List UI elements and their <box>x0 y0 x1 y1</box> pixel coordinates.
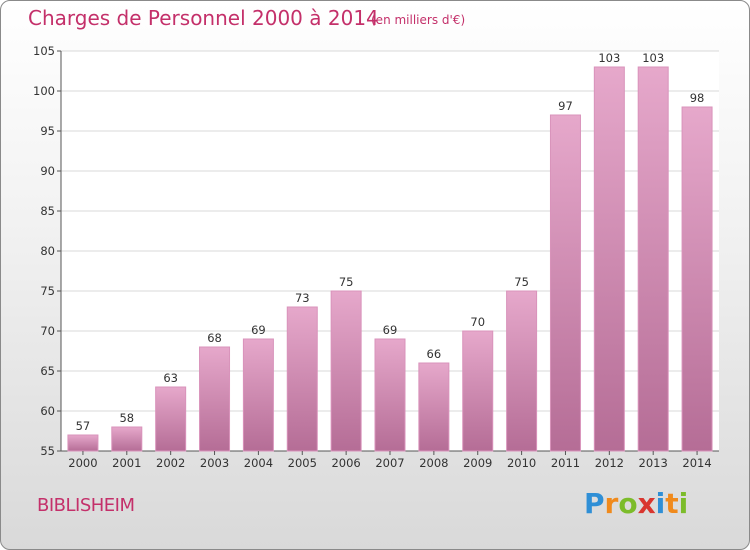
data-label: 75 <box>339 275 354 289</box>
logo-letter: i <box>678 487 689 520</box>
data-label: 63 <box>163 371 178 385</box>
bar-2005 <box>286 306 318 452</box>
bar-2014 <box>681 106 713 452</box>
bar-2009 <box>462 330 494 452</box>
data-label: 69 <box>383 323 398 337</box>
commune-name: BIBLISHEIM <box>37 495 135 516</box>
bar-2011 <box>549 114 581 452</box>
data-label: 68 <box>207 331 222 345</box>
x-tick-label: 2002 <box>156 456 185 470</box>
logo-letter: t <box>665 487 679 520</box>
chart-title: Charges de Personnel 2000 à 2014 <box>28 6 379 30</box>
x-tick-label: 2012 <box>595 456 624 470</box>
data-label: 103 <box>598 51 620 65</box>
y-tick-label: 100 <box>33 84 55 98</box>
bar-2002 <box>155 386 187 452</box>
bar-2001 <box>111 426 143 452</box>
x-tick-label: 2001 <box>112 456 141 470</box>
y-tick-label: 80 <box>40 244 55 258</box>
logo-letter: r <box>604 487 619 520</box>
x-tick-label: 2007 <box>375 456 404 470</box>
x-tick-label: 2000 <box>68 456 97 470</box>
y-tick-label: 95 <box>40 124 55 138</box>
y-tick-label: 70 <box>40 324 55 338</box>
bar-2006 <box>330 290 362 452</box>
x-tick-label: 2008 <box>419 456 448 470</box>
data-label: 69 <box>251 323 266 337</box>
x-tick-label: 2003 <box>200 456 229 470</box>
logo-letter: P <box>584 487 605 520</box>
logo-letter: i <box>655 487 666 520</box>
x-tick-label: 2014 <box>682 456 711 470</box>
y-tick-label: 65 <box>40 364 55 378</box>
data-label: 103 <box>642 51 664 65</box>
x-tick-label: 2006 <box>331 456 360 470</box>
x-tick-label: 2009 <box>463 456 492 470</box>
logo-letter: o <box>618 487 638 520</box>
bar-2003 <box>199 346 231 452</box>
data-label: 97 <box>558 99 573 113</box>
bar-2004 <box>242 338 274 452</box>
bar-2010 <box>506 290 538 452</box>
y-tick-label: 105 <box>33 44 55 58</box>
chart-subtitle: (en milliers d'€) <box>371 13 466 27</box>
data-label: 98 <box>690 91 705 105</box>
data-label: 73 <box>295 291 310 305</box>
logo-letter: x <box>637 487 656 520</box>
x-tick-label: 2013 <box>639 456 668 470</box>
data-label: 57 <box>76 419 91 433</box>
data-label: 66 <box>427 347 442 361</box>
y-tick-label: 60 <box>40 404 55 418</box>
x-tick-label: 2011 <box>551 456 580 470</box>
x-tick-label: 2010 <box>507 456 536 470</box>
proxiti-logo: Proxiti <box>584 487 688 520</box>
bar-2013 <box>637 66 669 452</box>
x-tick-label: 2005 <box>288 456 317 470</box>
data-label: 70 <box>470 315 485 329</box>
bar-2012 <box>593 66 625 452</box>
bar-2008 <box>418 362 450 452</box>
y-tick-label: 90 <box>40 164 55 178</box>
y-tick-label: 85 <box>40 204 55 218</box>
bar-2000 <box>67 434 99 452</box>
bar-2007 <box>374 338 406 452</box>
x-tick-label: 2004 <box>244 456 273 470</box>
data-label: 58 <box>119 411 134 425</box>
data-label: 75 <box>514 275 529 289</box>
y-tick-label: 55 <box>40 444 55 458</box>
y-tick-label: 75 <box>40 284 55 298</box>
